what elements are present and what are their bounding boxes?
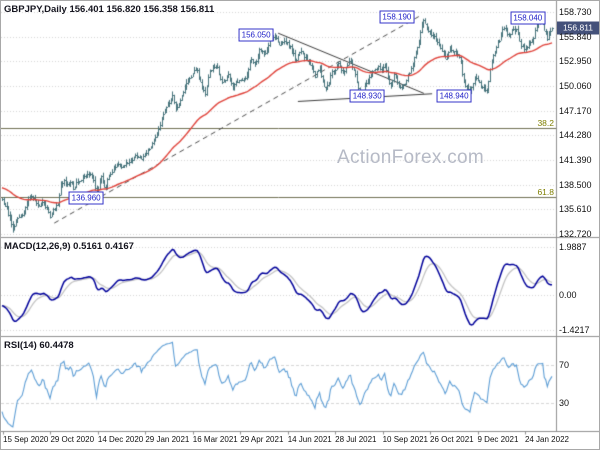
chart-canvas[interactable]	[1, 1, 599, 449]
gbpjpy-daily-chart-window: GBPJPY,Daily 156.401 156.820 156.358 156…	[0, 0, 600, 450]
